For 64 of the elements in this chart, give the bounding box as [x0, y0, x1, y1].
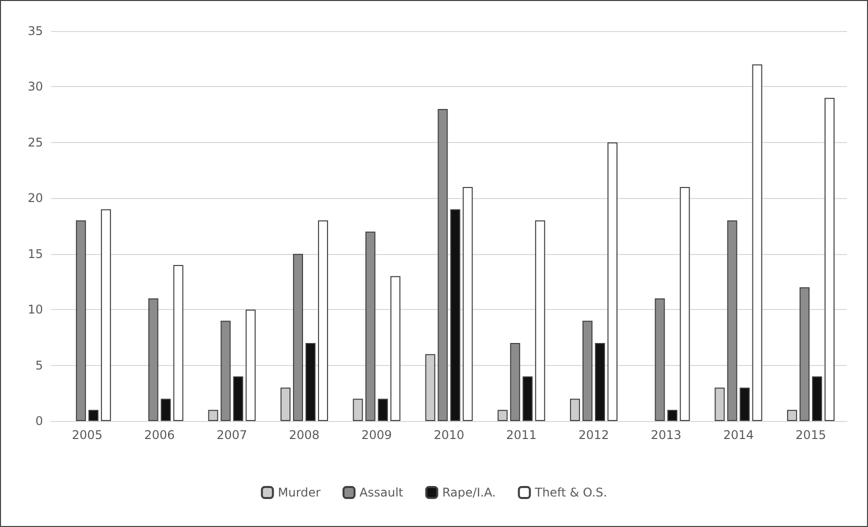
bar [510, 343, 520, 421]
bar [438, 109, 448, 421]
bar [306, 343, 316, 421]
bar [233, 376, 244, 421]
bar [100, 209, 111, 421]
x-tick-label: 2011 [506, 428, 537, 442]
bar [76, 220, 86, 421]
bar [378, 398, 388, 421]
bar [88, 410, 98, 421]
bar [594, 343, 605, 421]
y-tick-label: 15 [28, 246, 43, 261]
x-tick-label: 2005 [72, 428, 102, 442]
bar [800, 287, 810, 421]
bar [246, 310, 256, 421]
x-tick-label: 2014 [723, 428, 754, 442]
bar [522, 376, 533, 421]
bar [740, 388, 750, 421]
bar [498, 410, 508, 421]
bar [220, 320, 231, 421]
bar [365, 232, 376, 421]
bar [462, 187, 473, 421]
x-tick-label: 2006 [144, 428, 175, 442]
x-tick-label: 2008 [289, 428, 320, 442]
bar [280, 388, 291, 421]
bar [787, 410, 798, 421]
bar [727, 220, 738, 421]
bar [160, 398, 171, 421]
bar [667, 410, 678, 421]
y-tick-label: 30 [28, 80, 43, 94]
legend-label: Theft & O.S. [534, 486, 608, 500]
x-tick-label: 2015 [796, 428, 826, 442]
bar [390, 276, 400, 421]
x-tick-label: 2013 [650, 428, 682, 442]
bar [607, 142, 618, 421]
bar [570, 398, 580, 421]
y-tick-label: 20 [28, 191, 43, 206]
bar [812, 376, 822, 421]
y-tick-label: 0 [35, 414, 43, 428]
bar [208, 410, 218, 421]
bar [293, 254, 304, 421]
bar [714, 388, 725, 421]
legend-label: Murder [278, 486, 321, 500]
bar [425, 354, 436, 421]
y-tick-label: 35 [28, 24, 43, 38]
x-tick-label: 2009 [361, 428, 392, 442]
bar [535, 220, 546, 421]
bar [450, 209, 460, 421]
bar [173, 265, 184, 421]
legend-label: Rape/I.A. [442, 486, 496, 500]
x-tick-label: 2010 [434, 428, 464, 442]
x-tick-label: 2007 [216, 428, 248, 442]
y-tick-label: 25 [28, 135, 43, 150]
bar [582, 320, 592, 421]
bar [824, 98, 835, 421]
y-tick-label: 5 [35, 358, 43, 372]
bar [352, 398, 363, 421]
y-tick-label: 10 [28, 302, 43, 317]
bar [318, 220, 328, 421]
legend-label: Assault [360, 486, 404, 500]
bar [654, 298, 665, 421]
bar [680, 187, 690, 421]
bar [148, 298, 158, 421]
x-tick-label: 2012 [578, 428, 609, 442]
bar [752, 64, 762, 421]
